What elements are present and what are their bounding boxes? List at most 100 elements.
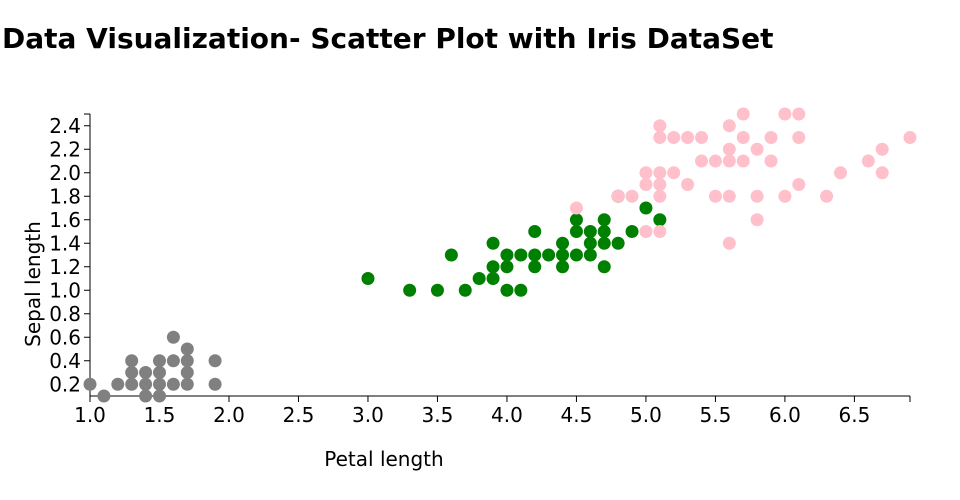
scatter-point <box>486 236 500 250</box>
x-axis: 1.0 1.5 2.0 2.5 3.0 3.5 4.0 4.5 5.0 5.5 6.0 6.5 <box>74 395 911 427</box>
x-tick-label: 2.0 <box>213 403 245 427</box>
scatter-point <box>83 377 97 391</box>
scatter-point <box>611 189 625 203</box>
scatter-point <box>139 366 153 379</box>
y-tick-label: 0.8 <box>49 302 81 326</box>
scatter-point <box>208 377 222 391</box>
scatter-point <box>569 248 583 262</box>
scatter-point <box>486 260 500 274</box>
x-tick-label: 3.0 <box>352 403 384 427</box>
scatter-point <box>139 377 153 391</box>
scatter-point <box>653 119 667 133</box>
scatter-point <box>180 342 194 356</box>
scatter-point <box>166 330 180 344</box>
scatter-point <box>722 142 736 156</box>
y-tick-label: 1.2 <box>49 255 81 279</box>
scatter-point <box>444 248 458 262</box>
scatter-point <box>458 283 472 297</box>
scatter-point <box>778 189 792 203</box>
scatter-point <box>708 189 722 203</box>
scatter-point <box>611 236 625 250</box>
scatter-point <box>653 225 667 238</box>
scatter-point <box>653 166 667 180</box>
scatter-point <box>903 131 917 144</box>
scatter-point <box>569 201 583 215</box>
scatter-point <box>792 178 806 191</box>
scatter-point <box>681 178 695 191</box>
scatter-point <box>625 225 639 238</box>
scatter-point <box>792 107 806 121</box>
scatter-point <box>486 272 500 285</box>
scatter-point <box>556 260 570 274</box>
scatter-point <box>125 377 139 391</box>
scatter-point <box>583 236 597 250</box>
scatter-point <box>750 189 764 203</box>
scatter-point <box>722 236 736 250</box>
y-tick-label: 1.0 <box>49 278 81 302</box>
scatter-point <box>180 377 194 391</box>
y-tick-label: 2.2 <box>49 137 81 161</box>
scatter-point <box>820 189 834 203</box>
x-tick-label: 5.5 <box>700 403 732 427</box>
scatter-point <box>583 248 597 262</box>
scatter-point <box>152 366 166 379</box>
scatter-point <box>736 107 750 121</box>
scatter-point <box>708 154 722 168</box>
scatter-point <box>681 131 695 144</box>
y-tick-label: 0.4 <box>49 349 81 373</box>
scatter-point <box>430 283 444 297</box>
scatter-point <box>667 166 681 180</box>
scatter-point <box>542 248 556 262</box>
scatter-point <box>208 354 222 368</box>
y-axis: 0.20.40.60.81.01.21.41.61.82.02.22.4 <box>49 113 91 396</box>
x-tick-label: 4.0 <box>491 403 523 427</box>
x-tick-label: 5.0 <box>630 403 662 427</box>
scatter-point <box>569 213 583 227</box>
scatter-point <box>111 377 125 391</box>
scatter-point <box>875 142 889 156</box>
scatter-point <box>653 178 667 191</box>
x-axis-label: Petal length <box>324 447 443 471</box>
scatter-point <box>597 236 611 250</box>
scatter-point <box>750 142 764 156</box>
scatter-point <box>139 389 153 403</box>
y-tick-label: 2.4 <box>49 114 81 138</box>
scatter-point <box>722 119 736 133</box>
chart-title: Data Visualization- Scatter Plot with Ir… <box>2 22 774 55</box>
scatter-point <box>361 272 375 285</box>
y-tick-label: 1.8 <box>49 184 81 208</box>
scatter-point <box>639 201 653 215</box>
y-tick-label: 2.0 <box>49 161 81 185</box>
scatter-point <box>556 236 570 250</box>
scatter-point <box>625 189 639 203</box>
scatter-point <box>569 225 583 238</box>
scatter-point <box>792 131 806 144</box>
scatter-point <box>528 225 542 238</box>
y-tick-label: 0.6 <box>49 325 81 349</box>
scatter-point <box>166 354 180 368</box>
scatter-point <box>653 213 667 227</box>
scatter-point <box>653 189 667 203</box>
scatter-point <box>514 283 528 297</box>
scatter-point <box>556 248 570 262</box>
scatter-point <box>597 260 611 274</box>
scatter-point <box>97 389 111 403</box>
scatter-point <box>500 283 514 297</box>
scatter-point <box>180 354 194 368</box>
scatter-point <box>528 248 542 262</box>
y-axis-label: Sepal length <box>21 221 45 347</box>
x-tick-label: 1.5 <box>144 403 176 427</box>
scatter-point <box>639 178 653 191</box>
scatter-point <box>667 131 681 144</box>
y-tick-label: 1.6 <box>49 208 81 232</box>
y-tick-label: 0.2 <box>49 372 81 396</box>
x-tick-label: 6.0 <box>769 403 801 427</box>
scatter-point <box>834 166 848 180</box>
scatter-point <box>736 131 750 144</box>
x-tick-label: 3.5 <box>422 403 454 427</box>
scatter-point <box>722 154 736 168</box>
scatter-point <box>403 283 417 297</box>
scatter-point <box>875 166 889 180</box>
x-tick-label: 6.5 <box>839 403 871 427</box>
